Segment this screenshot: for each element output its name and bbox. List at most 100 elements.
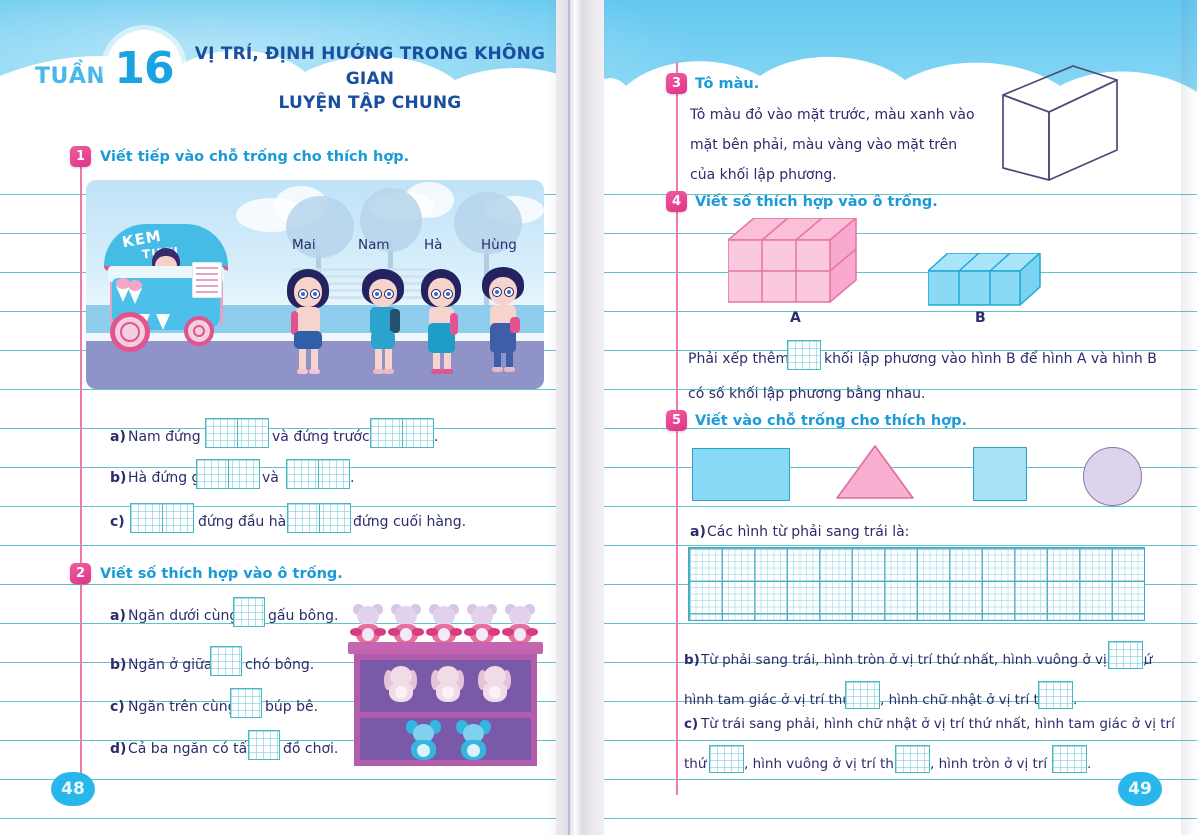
ex5-c-text2: thứ [684,756,707,772]
shelf-bear-3 [426,602,462,646]
ex3-line1: Tô màu đỏ vào mặt trước, màu xanh vào [690,107,975,123]
week-word: TUẦN [35,64,106,89]
ex5-a-text: Các hình từ phải sang trái là: [707,524,910,540]
ice-cream-scene-illustration: KEM TƯƠI [86,180,544,389]
ex1-c-text1: đứng đầu hàng, [198,514,309,530]
kid-mai [282,269,334,377]
shelf-bear-4 [464,602,500,646]
ex5-b-text5: . [1073,692,1078,708]
ex4-sentence2: có số khối lập phương bằng nhau. [688,386,926,402]
ex2-b-text2: chó bông. [245,657,315,673]
ex2-c-text2: búp bê. [265,699,319,715]
shelf-dog-2 [431,662,467,704]
block-a-illustration [727,217,864,314]
ex2-a-text1: Ngăn dưới cùng có [128,608,259,624]
ex1-a-text3: . [434,429,439,445]
ice-cream-cart: KEM TƯƠI [102,224,234,352]
ex4-answer-box[interactable] [787,340,821,370]
cart-menu-board [192,262,222,298]
kid-name-mai: Mai [292,237,316,253]
shelf-dog-3 [478,662,514,704]
kid-name-ha: Hà [424,237,443,253]
ex5-b-answer-box-3[interactable] [1038,681,1073,709]
shelf-bear-2 [388,602,424,646]
left-margin-rule [80,150,82,795]
exercise-1-heading: Viết tiếp vào chỗ trống cho thích hợp. [100,149,410,165]
ex5-c-answer-box-2[interactable] [895,745,930,773]
ex5-b-text3: hình tam giác ở vị trí thứ [684,692,851,708]
left-page-number: 48 [51,772,95,806]
ex1-a-answer-box-1[interactable] [205,418,269,448]
ex2-c-label: c) [110,699,125,715]
ex1-a-text1: Nam đứng sau [128,429,230,445]
ex1-c-label: c) [110,514,125,530]
ex2-b-label: b) [110,657,127,673]
page-title-line1: VỊ TRÍ, ĐỊNH HƯỚNG TRONG KHÔNG GIAN [194,44,546,89]
ex5-a-label: a) [690,524,706,540]
page-title-line2: LUYỆN TẬP CHUNG [278,93,462,114]
ex3-line2: mặt bên phải, màu vàng vào mặt trên [690,137,958,153]
ex2-c-answer-box[interactable] [230,688,262,718]
ex5-c-answer-box-3[interactable] [1052,745,1087,773]
ex1-b-answer-box-2[interactable] [286,459,350,489]
ex1-c-answer-box-1[interactable] [130,503,194,533]
ex1-c-text2: đứng cuối hàng. [353,514,467,530]
ex5-a-writing-grid[interactable] [688,547,1145,621]
shelf-bear-5 [502,602,538,646]
ex2-a-label: a) [110,608,126,624]
gutter-mask [556,0,604,835]
ex5-b-text4: , hình chữ nhật ở vị trí thứ [880,692,1056,708]
ex3-line3: của khối lập phương. [690,167,837,183]
ex4-sentence1-part2: khối lập phương vào hình B để hình A và … [824,351,1157,367]
exercise-4-number: 4 [666,191,687,212]
ex1-b-text2: và [262,470,279,486]
exercise-4-heading: Viết số thích hợp vào ô trống. [695,194,938,210]
ex5-b-answer-box-2[interactable] [845,681,880,709]
right-page-number: 49 [1118,772,1162,806]
exercise-2-heading: Viết số thích hợp vào ô trống. [100,566,343,582]
ex5-c-text3: , hình vuông ở vị trí thứ [744,756,903,772]
ex1-a-text2: và đứng trước [272,429,370,445]
ex5-c-text1: Từ trái sang phải, hình chữ nhật ở vị tr… [701,716,1175,732]
ex2-a-answer-box[interactable] [233,597,265,627]
ex5-b-answer-box-1[interactable] [1108,641,1143,669]
exercise-1-number: 1 [70,146,91,167]
page-edge-shadow [1181,0,1197,835]
exercise-5-heading: Viết vào chỗ trống cho thích hợp. [695,413,968,429]
ex5-c-text5: . [1087,756,1092,772]
ex2-d-label: d) [110,741,127,757]
ex2-d-text1: Cả ba ngăn có tất cả [128,741,274,757]
kid-hung [478,267,530,377]
ex2-a-text2: gấu bông. [268,608,339,624]
shape-square [973,447,1027,501]
week-number-badge: 16 [106,30,182,106]
ex2-b-answer-box[interactable] [210,646,242,676]
ex1-a-answer-box-2[interactable] [370,418,434,448]
ex2-d-text2: đồ chơi. [283,741,339,757]
exercise-3-heading: Tô màu. [695,76,760,92]
shelf-dog-1 [384,662,420,704]
toy-shelf-illustration [348,600,543,766]
shape-circle [1083,447,1142,506]
ex5-b-text2: , [1143,652,1148,668]
kid-name-hung: Hùng [481,237,517,253]
ex1-c-answer-box-2[interactable] [287,503,351,533]
shelf-blue-bear-1 [406,720,442,762]
ex1-b-answer-box-1[interactable] [196,459,260,489]
shelf-blue-bear-2 [456,720,492,762]
ex5-c-answer-box-1[interactable] [709,745,744,773]
kid-ha [416,269,468,377]
cube-outline-illustration [995,62,1125,191]
shape-rectangle [692,448,790,501]
ex1-b-label: b) [110,470,127,486]
ex5-b-text1: Từ phải sang trái, hình tròn ở vị trí th… [701,652,1153,668]
ex2-d-answer-box[interactable] [248,730,280,760]
kid-name-nam: Nam [358,237,390,253]
ex2-c-text1: Ngăn trên cùng có [128,699,258,715]
ex2-b-text1: Ngăn ở giữa có [128,657,234,673]
exercise-2-number: 2 [70,563,91,584]
page-title: VỊ TRÍ, ĐỊNH HƯỚNG TRONG KHÔNG GIAN LUYỆ… [190,42,550,116]
exercise-3-number: 3 [666,73,687,94]
block-b-illustration [927,252,1046,315]
